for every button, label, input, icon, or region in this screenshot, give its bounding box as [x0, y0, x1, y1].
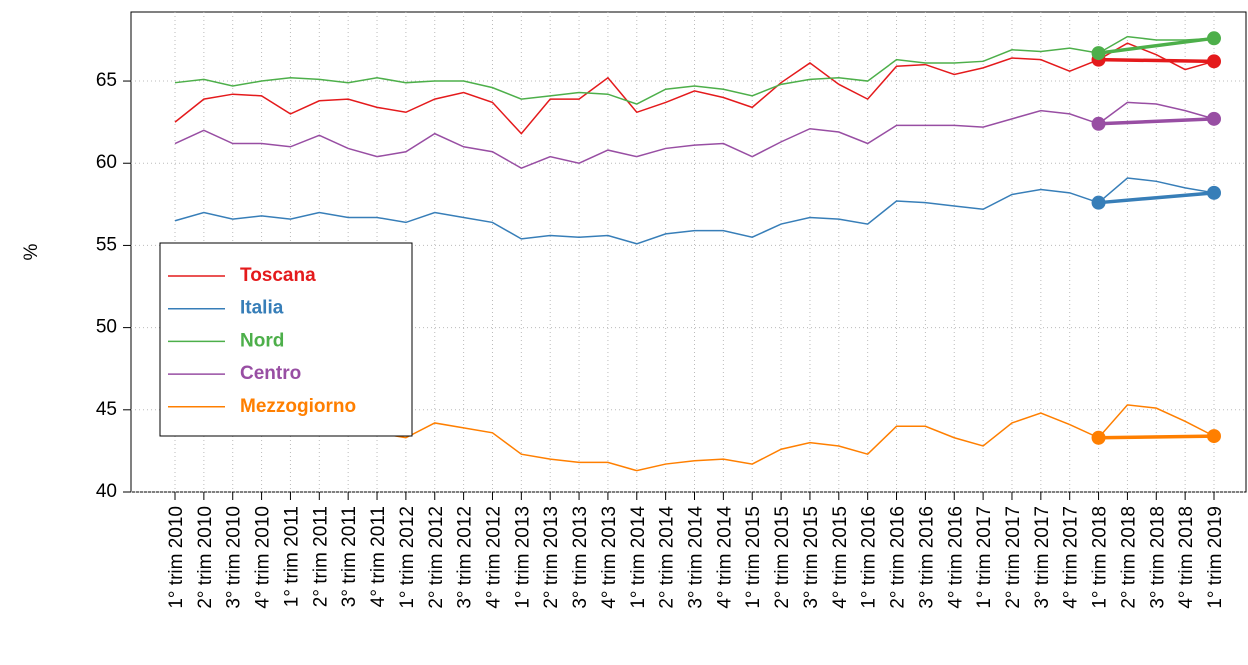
x-tick-label: 4° trim 2011: [368, 506, 389, 607]
series-line: [174, 177, 1215, 245]
x-tick-label: 3° trim 2018: [1147, 506, 1168, 609]
x-tick-label: 4° trim 2012: [483, 506, 504, 609]
x-tick-label: 4° trim 2017: [1061, 506, 1082, 609]
x-tick-label: 2° trim 2012: [426, 506, 447, 609]
x-tick-label: 2° trim 2016: [888, 506, 909, 609]
legend-box: [159, 242, 413, 437]
x-tick-label: 3° trim 2014: [686, 506, 707, 609]
x-tick-label: 1° trim 2012: [397, 506, 418, 609]
x-tick-label: 3° trim 2011: [339, 506, 360, 607]
x-tick-label: 4° trim 2015: [830, 506, 851, 609]
highlight-point: [1091, 116, 1106, 131]
legend-label: Toscana: [240, 265, 316, 286]
x-tick-label: 2° trim 2018: [1118, 506, 1139, 609]
x-tick-label: 1° trim 2019: [1205, 506, 1226, 609]
x-tick-label: 1° trim 2018: [1090, 506, 1111, 609]
x-tick-label: 3° trim 2017: [1032, 506, 1053, 609]
highlight-point: [1207, 429, 1221, 444]
highlight-line: [1098, 117, 1215, 126]
x-tick-label: 1° trim 2010: [166, 506, 187, 609]
highlight-point: [1207, 31, 1221, 46]
x-tick-label: 1° trim 2014: [628, 506, 649, 609]
highlight-point: [1207, 111, 1221, 126]
legend-label: Nord: [240, 330, 284, 351]
series-line: [174, 101, 1215, 169]
x-tick-label: 2° trim 2013: [541, 506, 562, 609]
y-tick-label: 55: [96, 234, 117, 255]
x-tick-label: 2° trim 2014: [657, 506, 678, 609]
highlight-point: [1091, 430, 1106, 445]
y-axis-label: %: [21, 243, 42, 260]
plot-box: [130, 11, 1247, 493]
x-tick-label: 1° trim 2016: [859, 506, 880, 609]
x-tick-label: 1° trim 2011: [281, 506, 302, 607]
y-tick-label: 65: [96, 70, 117, 91]
x-tick-label: 4° trim 2018: [1176, 506, 1197, 609]
x-tick-label: 1° trim 2013: [512, 506, 533, 609]
highlight-point: [1207, 185, 1221, 200]
highlight-line: [1098, 434, 1215, 440]
x-tick-label: 4° trim 2014: [714, 506, 735, 609]
x-tick-label: 3° trim 2010: [224, 506, 245, 609]
x-tick-label: 4° trim 2016: [945, 506, 966, 609]
highlight-point: [1091, 195, 1106, 210]
x-tick-label: 1° trim 2017: [974, 506, 995, 609]
x-tick-label: 3° trim 2016: [916, 506, 937, 609]
y-tick-label: 50: [96, 317, 117, 338]
x-tick-label: 2° trim 2017: [1003, 506, 1024, 609]
series-line: [174, 35, 1215, 105]
y-tick-label: 60: [96, 152, 117, 173]
legend-label: Italia: [240, 298, 284, 319]
highlight-line: [1098, 57, 1215, 64]
legend-label: Mezzogiorno: [240, 396, 356, 417]
x-tick-label: 2° trim 2015: [772, 506, 793, 609]
highlight-line: [1098, 191, 1215, 205]
highlight-point: [1207, 54, 1221, 69]
x-tick-label: 4° trim 2013: [599, 506, 620, 609]
x-tick-label: 3° trim 2013: [570, 506, 591, 609]
highlight-line: [1098, 36, 1215, 55]
legend-label: Centro: [240, 363, 301, 384]
highlight-point: [1091, 46, 1106, 61]
x-tick-label: 1° trim 2015: [743, 506, 764, 609]
x-tick-label: 2° trim 2010: [195, 506, 216, 609]
x-tick-label: 2° trim 2011: [310, 506, 331, 607]
x-tick-label: 3° trim 2015: [801, 506, 822, 609]
y-tick-label: 40: [96, 481, 117, 502]
x-tick-label: 4° trim 2010: [253, 506, 274, 609]
x-tick-label: 3° trim 2012: [455, 506, 476, 609]
series-line: [174, 42, 1215, 135]
y-tick-label: 45: [96, 399, 117, 420]
